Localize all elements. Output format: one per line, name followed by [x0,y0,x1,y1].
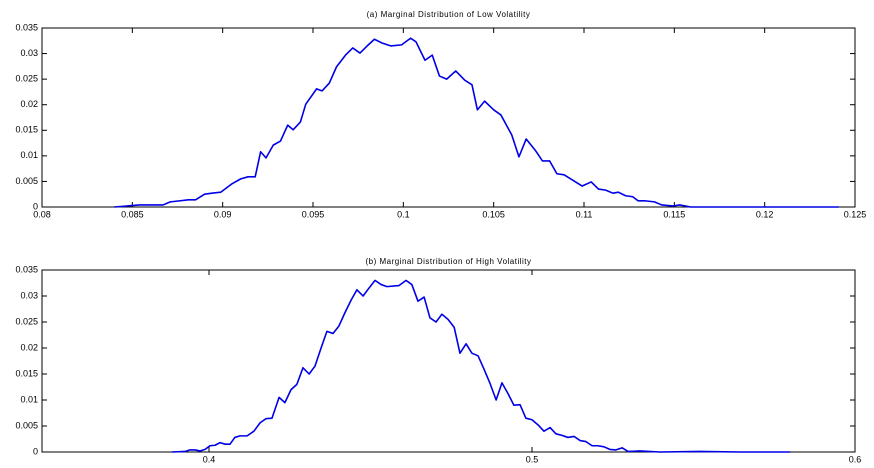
x-tick-label: 0.6 [849,454,862,464]
x-tick-label: 0.5 [526,454,539,464]
plot-frame [41,27,856,208]
chart-title: (a) Marginal Distribution of Low Volatil… [367,10,531,19]
y-tick-label: 0 [33,201,38,211]
x-tick-label: 0.11 [576,209,593,219]
x-tick-label: 0.085 [121,209,144,219]
x-tick-label: 0.1 [397,209,410,219]
y-tick-label: 0.015 [15,125,38,135]
y-tick-label: 0.025 [15,316,38,326]
x-tick-label: 0.09 [214,209,232,219]
y-tick-label: 0.015 [15,368,38,378]
x-tick-label: 0.095 [302,209,325,219]
chart-title: (b) Marginal Distribution of High Volati… [365,257,531,266]
x-tick-label: 0.12 [756,209,774,219]
x-tick-label: 0.115 [663,209,685,219]
y-tick-label: 0.03 [20,48,38,58]
y-tick-label: 0.03 [20,290,38,300]
data-line [171,279,791,453]
y-tick-label: 0.01 [20,150,38,160]
y-tick-label: 0.035 [15,264,38,274]
y-tick-label: 0.035 [15,22,38,32]
data-line [114,37,839,208]
y-tick-label: 0.005 [15,176,38,186]
x-tick-label: 0.105 [482,209,505,219]
y-tick-label: 0.02 [20,342,38,352]
y-tick-label: 0.02 [20,99,38,109]
y-tick-label: 0.01 [20,394,38,404]
x-tick-label: 0.08 [33,209,51,219]
y-tick-label: 0.005 [15,420,38,430]
x-tick-label: 0.4 [203,454,216,464]
y-tick-label: 0 [33,446,38,456]
x-tick-label: 0.125 [844,209,867,219]
plot-frame [41,269,856,453]
y-tick-label: 0.025 [15,74,38,84]
